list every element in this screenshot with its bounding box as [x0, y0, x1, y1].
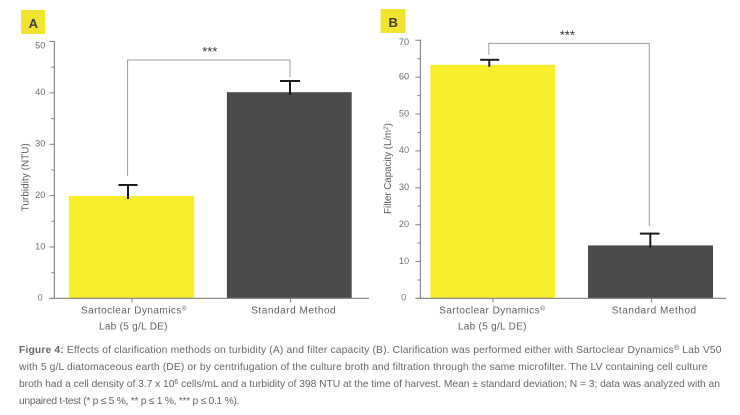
svg-text:Lab (5 g/L DE): Lab (5 g/L DE)	[99, 321, 168, 332]
svg-text:Turbidity (NTU): Turbidity (NTU)	[21, 143, 32, 211]
svg-text:Lab (5 g/L DE): Lab (5 g/L DE)	[458, 321, 527, 332]
svg-text:20: 20	[399, 219, 409, 229]
svg-text:Sartoclear Dynamics®: Sartoclear Dynamics®	[81, 304, 187, 316]
svg-text:10: 10	[35, 241, 45, 251]
svg-text:30: 30	[35, 139, 45, 149]
svg-text:Standard Method: Standard Method	[251, 306, 336, 317]
svg-text:50: 50	[35, 41, 45, 51]
svg-text:***: ***	[202, 44, 217, 59]
svg-text:20: 20	[35, 190, 45, 200]
svg-text:B: B	[389, 15, 398, 30]
svg-text:0: 0	[401, 292, 406, 302]
svg-text:0: 0	[37, 292, 42, 302]
svg-text:70: 70	[399, 37, 409, 47]
svg-text:60: 60	[399, 72, 409, 82]
svg-text:Standard Method: Standard Method	[612, 306, 697, 317]
svg-text:***: ***	[560, 27, 575, 42]
svg-text:A: A	[29, 16, 39, 31]
svg-text:40: 40	[399, 145, 409, 155]
svg-text:Filter Capacity (L/m2): Filter Capacity (L/m2)	[383, 123, 394, 214]
svg-text:Sartoclear Dynamics®: Sartoclear Dynamics®	[439, 304, 545, 316]
svg-text:10: 10	[399, 256, 409, 266]
svg-text:30: 30	[399, 182, 409, 192]
svg-text:40: 40	[35, 87, 45, 97]
svg-text:50: 50	[399, 108, 409, 118]
